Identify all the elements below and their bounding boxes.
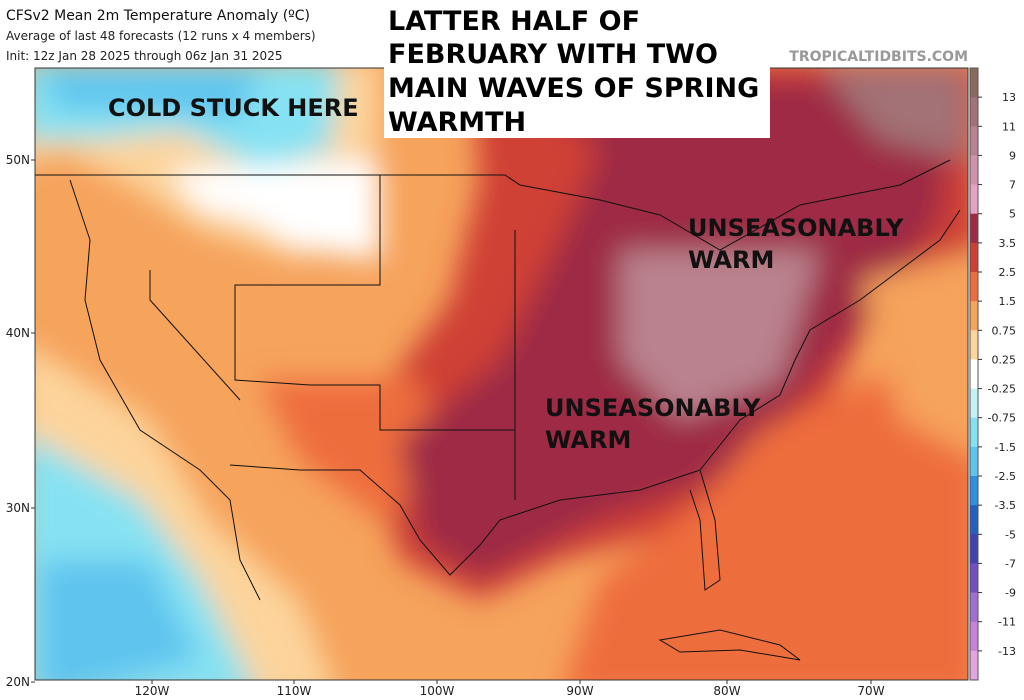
colorbar-label: -1.5 [995,441,1016,454]
longitude-label: 120W [135,684,170,698]
colorbar-swatch [970,242,978,273]
colorbar-label: 3.5 [999,237,1017,250]
longitude-label: 110W [277,684,312,698]
headline-box [384,0,770,138]
colorbar-swatch [970,97,978,127]
colorbar-swatch [970,272,978,302]
colorbar-label: -9 [1005,587,1016,600]
colorbar-label: -0.25 [988,383,1016,396]
longitude-label: 90W [566,684,593,698]
colorbar-swatch [970,417,978,448]
colorbar-label: 5 [1009,208,1016,221]
latitude-label: 50N [6,153,30,167]
colorbar-swatch [970,126,978,156]
annotation: UNSEASONABLY [545,394,761,422]
colorbar-swatch [970,359,978,390]
annotation: COLD STUCK HERE [108,94,359,122]
longitude-label: 80W [713,684,740,698]
headline-line: LATTER HALF OF [388,6,640,37]
source: TROPICALTIDBITS.COM [789,49,968,65]
longitude-label: 70W [857,684,884,698]
colorbar-swatch [970,155,978,186]
colorbar-swatch [970,68,978,98]
colorbar-label: -2.5 [995,470,1016,483]
axis-labels: 50N 40N 30N 20N 120W 110W 100W 90W 80W 70W [6,153,885,698]
colorbar-swatch [970,563,978,594]
colorbar-label: 11 [1002,120,1016,133]
colorbar-label: 9 [1009,149,1016,162]
colorbar-swatch [970,534,978,564]
colorbar-swatch [970,388,978,419]
annotation: WARM [545,426,631,454]
annotation: WARM [688,246,774,274]
colorbar-label: 2.5 [999,266,1017,279]
colorbar-swatch [970,476,978,506]
colorbar-swatch [970,621,978,652]
colorbar-label: 0.25 [992,353,1017,366]
colorbar: 13 11 9 7 5 3.5 2.5 1.5 0.75 0.25 -0.25 -0.75 -1.5 -2… [969,67,1017,681]
colorbar-label: 7 [1009,179,1016,192]
latitude-label: 40N [6,326,30,340]
colorbar-frame [969,67,979,681]
headline-line: MAIN WAVES OF SPRING [388,73,759,104]
colorbar-swatch [970,301,978,331]
colorbar-label: -11 [998,616,1016,629]
headline-line: WARMTH [388,107,526,138]
colorbar-swatch [970,330,978,360]
subtitle: Average of last 48 forecasts (12 runs x … [6,29,316,43]
colorbar-label: -13 [998,645,1016,658]
longitude-label: 100W [420,684,455,698]
colorbar-swatch [970,184,978,215]
colorbar-label: 1.5 [999,295,1017,308]
title: CFSv2 Mean 2m Temperature Anomaly (ºC) [6,8,310,24]
cuba [658,629,801,661]
colorbar-swatch [970,505,978,535]
colorbar-label: 0.75 [992,324,1017,337]
colorbar-label: 13 [1002,91,1016,104]
colorbar-swatch [970,446,978,477]
init-time: Init: 12z Jan 28 2025 through 06z Jan 31… [6,49,282,63]
colorbar-swatch [970,592,978,623]
borders [35,159,961,601]
colorbar-label: -7 [1005,557,1016,570]
colorbar-label: -3.5 [995,499,1016,512]
headline-line: FEBRUARY WITH TWO [388,39,718,70]
annotation: UNSEASONABLY [688,214,904,242]
latitude-label: 30N [6,501,30,515]
anomaly-field [35,68,968,680]
latitude-label: 20N [6,675,30,689]
colorbar-label: -5 [1005,528,1016,541]
colorbar-swatch [970,213,978,244]
colorbar-swatch [970,650,978,681]
colorbar-label: -0.75 [988,412,1016,425]
